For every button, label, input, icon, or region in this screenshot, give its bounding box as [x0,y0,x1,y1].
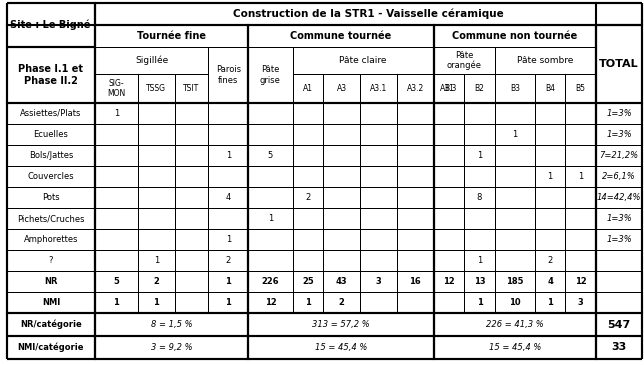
Text: 15 = 45,4 %: 15 = 45,4 % [489,343,541,352]
Text: 3: 3 [578,298,583,307]
Text: Commune non tournée: Commune non tournée [452,31,578,41]
Text: Bols/Jattes: Bols/Jattes [29,151,73,160]
Text: 10: 10 [509,298,520,307]
Text: 16: 16 [410,277,421,286]
Text: Pichets/Cruches: Pichets/Cruches [17,214,85,223]
Text: 1: 1 [225,277,231,286]
Text: A3.2: A3.2 [406,84,424,93]
Text: 547: 547 [607,319,630,330]
Text: A3.3: A3.3 [440,84,458,93]
Text: Site : Le Bigné: Site : Le Bigné [10,20,90,30]
Text: NR/catégorie: NR/catégorie [20,320,82,329]
Text: 313 = 57,2 %: 313 = 57,2 % [312,320,370,329]
Text: 1: 1 [477,151,482,160]
Text: B4: B4 [545,84,555,93]
Text: Tournée fine: Tournée fine [137,31,206,41]
Text: Amphorettes: Amphorettes [24,235,79,244]
Text: Commune tournée: Commune tournée [290,31,392,41]
Text: 1: 1 [477,256,482,265]
Text: 5: 5 [268,151,273,160]
Text: Construction de la STR1 - Vaisselle céramique: Construction de la STR1 - Vaisselle céra… [233,9,504,19]
Text: 2: 2 [153,277,159,286]
Text: 8: 8 [477,193,482,202]
Text: 1=3%: 1=3% [606,130,632,139]
Text: 1: 1 [547,172,553,181]
Text: 33: 33 [611,342,627,353]
Text: Sigillée: Sigillée [135,56,168,65]
Text: 7=21,2%: 7=21,2% [600,151,639,160]
Text: 1: 1 [578,172,583,181]
Text: 226 = 41,3 %: 226 = 41,3 % [486,320,544,329]
Text: 1: 1 [225,151,231,160]
Text: NMI: NMI [42,298,60,307]
Text: 1=3%: 1=3% [606,235,632,244]
Text: SIG-
MON: SIG- MON [108,79,126,98]
Text: 2: 2 [547,256,553,265]
Text: 1: 1 [153,298,159,307]
Text: 4: 4 [547,277,553,286]
Text: TSSG: TSSG [146,84,166,93]
Text: 1: 1 [547,298,553,307]
Text: A3: A3 [337,84,346,93]
Text: NR: NR [44,277,58,286]
Text: 1: 1 [305,298,311,307]
Text: 4: 4 [225,193,231,202]
Text: 185: 185 [506,277,524,286]
Text: Phase I.1 et
Phase II.2: Phase I.1 et Phase II.2 [19,64,84,86]
Text: 15 = 45,4 %: 15 = 45,4 % [315,343,367,352]
Text: 1: 1 [154,256,159,265]
Text: 13: 13 [474,277,486,286]
Text: A1: A1 [303,84,313,93]
Text: NMI/catégorie: NMI/catégorie [18,343,84,352]
Text: B3: B3 [510,84,520,93]
Text: 3: 3 [375,277,381,286]
Text: 8 = 1,5 %: 8 = 1,5 % [151,320,193,329]
Text: 2: 2 [225,256,231,265]
Text: 2: 2 [339,298,345,307]
Text: 1: 1 [225,298,231,307]
Text: 12: 12 [575,277,587,286]
Text: Pots: Pots [43,193,60,202]
Text: TOTAL: TOTAL [599,59,639,69]
Text: Assiettes/Plats: Assiettes/Plats [21,109,82,118]
Text: 1: 1 [268,214,273,223]
Text: 25: 25 [302,277,314,286]
Text: 12: 12 [265,298,276,307]
Text: A3.1: A3.1 [370,84,387,93]
Text: Ecuelles: Ecuelles [33,130,68,139]
Text: B5: B5 [576,84,585,93]
Text: 2: 2 [305,193,310,202]
Text: 1=3%: 1=3% [606,214,632,223]
Text: Pâte
orangée: Pâte orangée [447,50,482,70]
Text: ?: ? [49,256,53,265]
Text: B2: B2 [475,84,484,93]
Text: 1: 1 [477,298,482,307]
Text: 226: 226 [261,277,279,286]
Text: Parois
fines: Parois fines [216,65,241,85]
Text: 1: 1 [113,298,119,307]
Text: Pâte
grise: Pâte grise [260,65,281,85]
Text: TSIT: TSIT [184,84,200,93]
Text: 12: 12 [443,277,455,286]
Text: Pâte sombre: Pâte sombre [517,56,574,65]
Text: 5: 5 [113,277,119,286]
Text: 14=42,4%: 14=42,4% [597,193,641,202]
Text: 1: 1 [114,109,119,118]
Text: B1: B1 [444,84,454,93]
Text: Couvercles: Couvercles [28,172,74,181]
Text: 43: 43 [336,277,348,286]
Text: 2=6,1%: 2=6,1% [602,172,636,181]
Text: 1: 1 [512,130,517,139]
Text: Pâte claire: Pâte claire [339,56,387,65]
Text: 1: 1 [225,235,231,244]
Text: 3 = 9,2 %: 3 = 9,2 % [151,343,193,352]
Text: 1=3%: 1=3% [606,109,632,118]
